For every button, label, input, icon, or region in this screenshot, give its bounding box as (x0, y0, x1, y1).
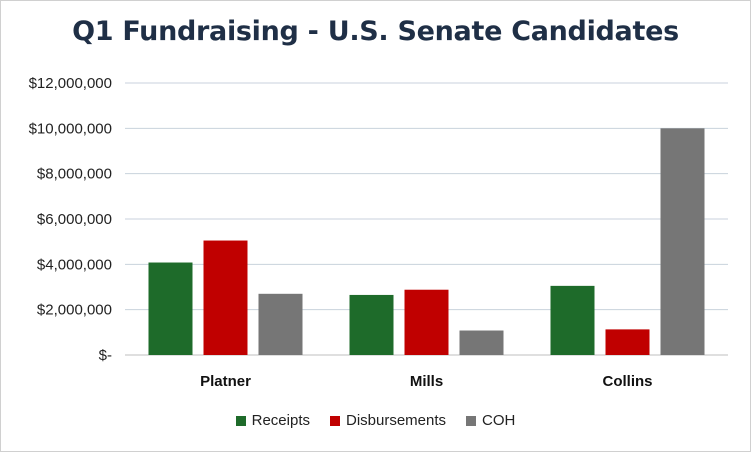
chart-title: Q1 Fundraising - U.S. Senate Candidates (72, 16, 679, 47)
y-tick-label: $6,000,000 (37, 211, 112, 228)
x-category-label: Platner (200, 373, 251, 390)
legend-label: COH (482, 412, 516, 429)
legend-item-receipts: Receipts (235, 412, 310, 429)
legend-item-coh: COH (466, 412, 515, 429)
bar-receipts-platner (148, 262, 193, 355)
legend-swatch (235, 415, 246, 426)
bar-receipts-collins (550, 285, 595, 355)
bar-coh-collins (660, 128, 705, 355)
y-tick-label: $2,000,000 (37, 302, 112, 319)
bar-disbursements-collins (605, 329, 650, 355)
y-tick-label: $4,000,000 (37, 256, 112, 273)
bar-receipts-mills (349, 294, 394, 355)
bars (148, 128, 705, 355)
bar-disbursements-platner (203, 240, 248, 355)
y-tick-label: $8,000,000 (37, 166, 112, 183)
legend: Receipts Disbursements COH (0, 412, 751, 429)
legend-swatch (329, 415, 340, 426)
y-axis-ticks: $- $2,000,000 $4,000,000 $6,000,000 $8,000,0… (29, 75, 112, 364)
bar-disbursements-mills (404, 289, 449, 355)
bar-coh-mills (459, 330, 504, 355)
legend-label: Receipts (251, 412, 310, 429)
x-category-label: Mills (410, 373, 443, 390)
legend-label: Disbursements (345, 412, 447, 429)
x-axis-categories: Platner Mills Collins (200, 373, 652, 390)
legend-swatch (466, 415, 477, 426)
x-category-label: Collins (602, 373, 652, 390)
legend-item-disbursements: Disbursements (329, 412, 447, 429)
bar-coh-platner (258, 293, 303, 355)
y-tick-label: $12,000,000 (29, 75, 112, 92)
y-tick-label: $10,000,000 (29, 120, 112, 137)
y-tick-label: $- (99, 347, 112, 364)
